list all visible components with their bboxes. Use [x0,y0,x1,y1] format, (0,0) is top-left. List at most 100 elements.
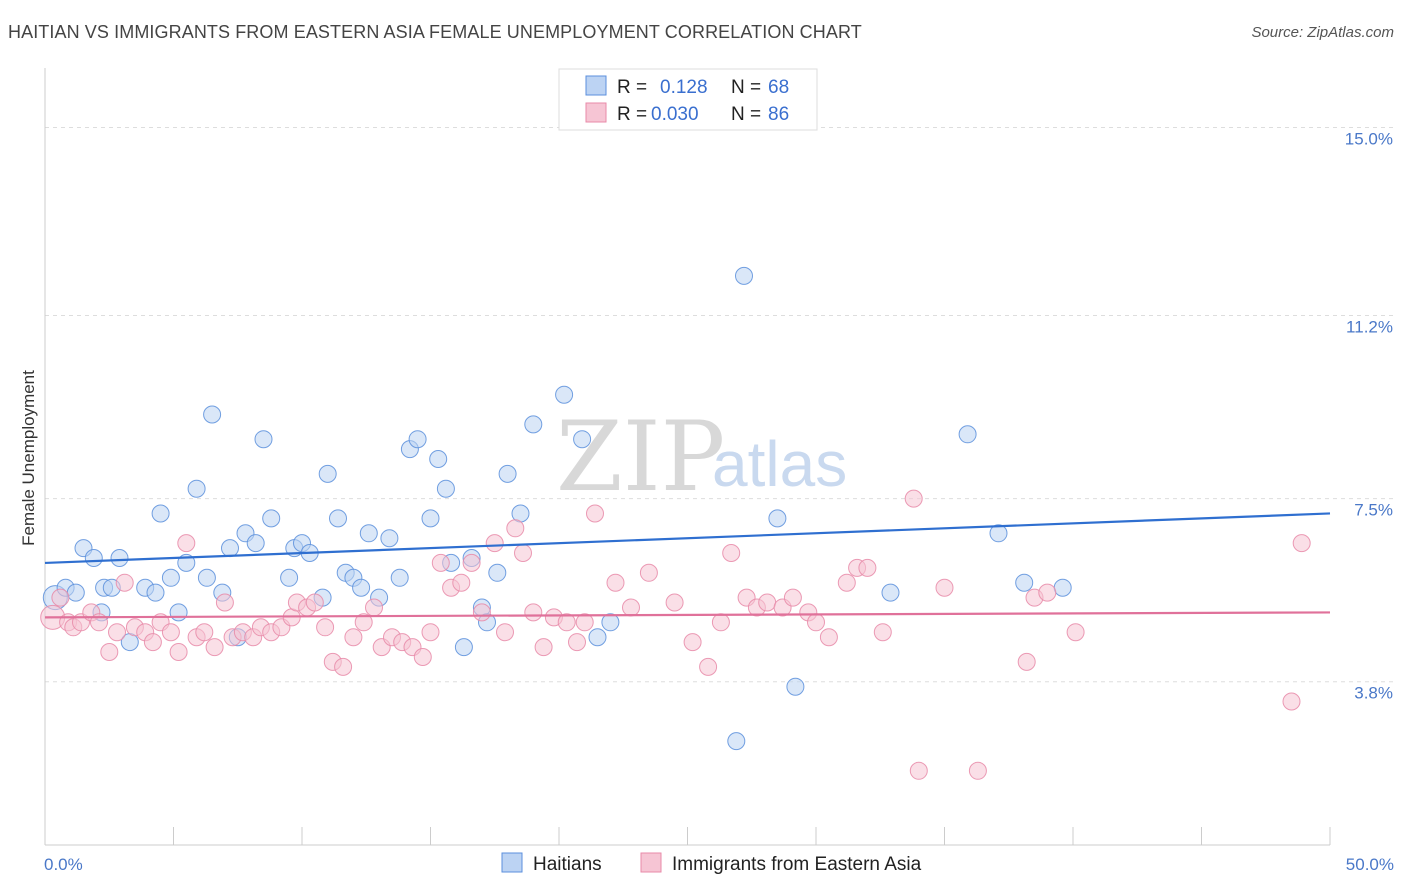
point-eastern-asia [606,573,625,592]
legend-bottom: Haitians Immigrants from Eastern Asia [501,852,922,875]
point-haitians [390,568,409,587]
point-eastern-asia [722,544,741,562]
legend-bottom-label-haitians: Haitians [533,854,602,875]
y-tick-label: 11.2% [1346,318,1393,337]
point-eastern-asia [819,628,838,647]
point-eastern-asia [758,593,777,612]
point-haitians [588,628,607,647]
point-eastern-asia [169,643,188,661]
point-eastern-asia [1292,534,1311,553]
point-eastern-asia [534,638,553,657]
point-haitians [262,509,281,528]
point-eastern-asia [904,489,923,508]
point-eastern-asia [1017,652,1036,671]
point-haitians [555,385,574,404]
point-haitians [573,430,592,449]
point-eastern-asia [51,588,70,607]
point-haitians [768,509,787,528]
watermark: ZIP atlas [556,401,847,513]
point-haitians [146,583,165,602]
point-haitians [359,524,378,543]
point-haitians [524,415,543,434]
point-haitians [221,539,239,558]
point-eastern-asia [462,553,481,572]
y-tick-label: 7.5% [1354,501,1393,520]
point-haitians [352,578,371,597]
point-haitians [329,509,347,528]
legend-swatch-pink [585,102,607,123]
watermark-atlas: atlas [712,428,847,500]
point-eastern-asia [514,544,532,562]
point-eastern-asia [195,623,214,642]
point-eastern-asia [699,657,718,676]
legend-n-value-2: 86 [768,104,789,125]
point-eastern-asia [557,613,576,632]
legend-swatch-blue [585,75,607,96]
point-haitians [318,464,337,483]
legend-r-label-1: R = [617,77,647,98]
point-haitians [161,568,180,587]
chart-title: HAITIAN VS IMMIGRANTS FROM EASTERN ASIA … [8,22,862,42]
point-eastern-asia [622,598,640,617]
y-tick-label: 15.0% [1345,129,1393,148]
legend-r-value-1: 0.128 [660,77,708,98]
x-tick-label-max: 50.0% [1346,855,1394,874]
point-eastern-asia [1282,692,1301,711]
point-eastern-asia [837,573,856,592]
point-eastern-asia [711,613,730,632]
point-eastern-asia [472,603,491,622]
point-haitians [881,583,900,602]
point-eastern-asia [108,623,126,642]
point-haitians [958,425,977,444]
point-eastern-asia [316,618,335,637]
point-eastern-asia [575,613,594,632]
point-haitians [436,479,455,498]
point-haitians [1015,573,1034,592]
point-haitians [727,732,746,751]
point-haitians [421,509,440,528]
legend-bottom-label-eastern-asia: Immigrants from Eastern Asia [672,854,922,875]
point-haitians [254,430,273,449]
point-eastern-asia [334,657,353,676]
point-haitians [488,563,507,582]
source-credit: Source: ZipAtlas.com [1251,24,1394,41]
legend-n-label-1: N = [731,77,761,98]
point-eastern-asia [215,593,234,612]
point-eastern-asia [115,573,134,592]
y-tick-label: 3.8% [1354,684,1393,703]
legend-bottom-swatch-eastern-asia [640,852,662,873]
point-haitians [187,479,206,498]
legend-top: R = 0.128 N = 68 R = 0.030 N = 86 [558,68,818,131]
x-tick-labels: 0.0% 50.0% [44,855,1394,874]
point-eastern-asia [858,558,877,577]
point-haitians [498,464,517,483]
point-eastern-asia [1038,583,1057,602]
point-eastern-asia [452,573,471,592]
point-eastern-asia [205,638,224,657]
point-eastern-asia [568,633,586,652]
point-haitians [197,568,216,587]
point-haitians [429,450,448,468]
legend-n-value-1: 68 [768,77,789,98]
point-haitians [1053,578,1072,597]
point-haitians [280,568,299,587]
axes [44,68,1331,846]
point-haitians [246,534,265,553]
point-eastern-asia [909,761,928,780]
point-haitians [169,603,188,622]
point-haitians [151,504,170,523]
legend-bottom-swatch-haitians [501,852,523,873]
point-eastern-asia [968,761,987,780]
point-eastern-asia [161,623,180,642]
point-eastern-asia [485,534,504,553]
point-eastern-asia [873,623,892,642]
point-eastern-asia [783,588,802,607]
point-eastern-asia [431,553,450,572]
y-tick-labels: 3.8% 7.5% 11.2% 15.0% [1345,129,1393,702]
x-tick-label-min: 0.0% [44,855,83,874]
data-points [40,266,1311,780]
point-haitians [66,583,85,602]
point-eastern-asia [421,623,440,642]
point-haitians [84,549,103,567]
